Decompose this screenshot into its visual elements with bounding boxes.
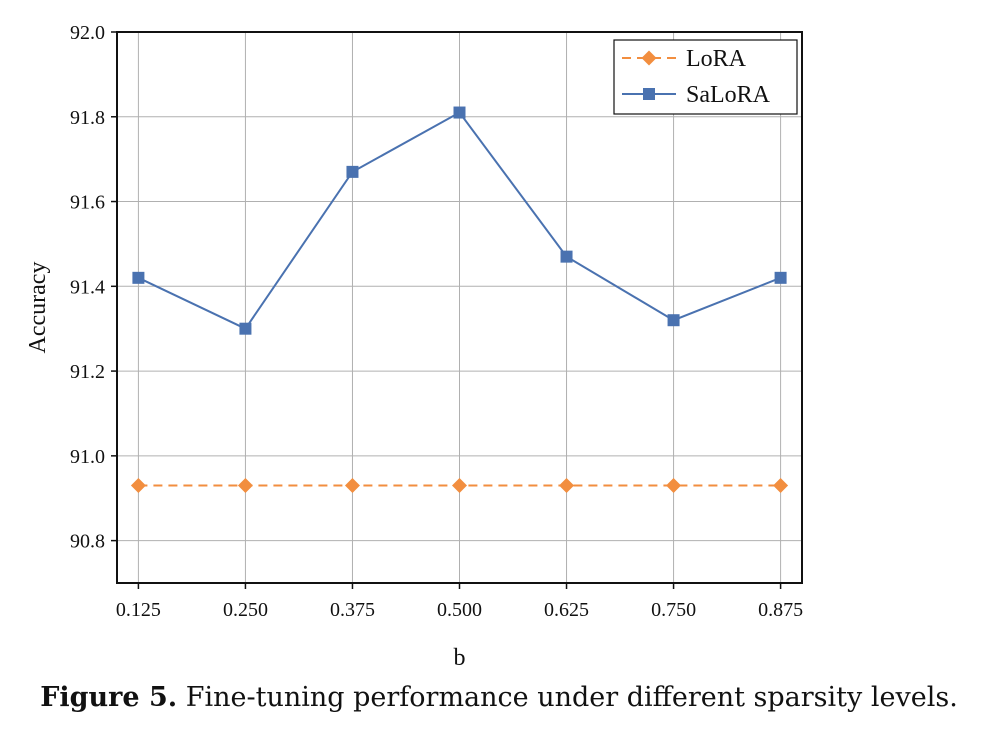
x-tick-label: 0.500 bbox=[437, 599, 482, 621]
legend: LoRA SaLoRA bbox=[613, 39, 798, 115]
lora-point bbox=[773, 478, 789, 494]
legend-salora-marker bbox=[643, 88, 655, 100]
x-tick-label: 0.375 bbox=[330, 599, 375, 621]
salora-point bbox=[667, 314, 680, 327]
lora-point bbox=[130, 478, 146, 494]
caption-label: Figure 5. bbox=[40, 682, 178, 713]
x-tick-label: 0.250 bbox=[223, 599, 268, 621]
axis-ticks: 0.125 0.250 0.375 0.500 0.625 0.750 0.875 90.8 9… bbox=[70, 22, 803, 621]
x-tick-label: 0.125 bbox=[116, 599, 161, 621]
legend-salora-label: SaLoRA bbox=[686, 82, 771, 108]
salora-point bbox=[560, 250, 573, 263]
caption-text: Fine-tuning performance under different … bbox=[177, 682, 958, 713]
lora-point bbox=[237, 478, 253, 494]
salora-point bbox=[132, 271, 145, 284]
x-axis-label: b bbox=[454, 645, 466, 671]
figure-caption: Figure 5. Fine-tuning performance under … bbox=[0, 682, 998, 713]
y-tick-label: 91.0 bbox=[70, 446, 105, 468]
series-layer bbox=[130, 106, 789, 494]
legend-lora-label: LoRA bbox=[686, 46, 747, 72]
salora-point bbox=[453, 106, 466, 119]
x-tick-label: 0.750 bbox=[651, 599, 696, 621]
y-tick-label: 91.8 bbox=[70, 107, 105, 129]
y-axis-label: Accuracy bbox=[25, 262, 51, 354]
x-tick-label: 0.875 bbox=[758, 599, 803, 621]
lora-point bbox=[452, 478, 467, 494]
y-tick-label: 91.6 bbox=[70, 192, 105, 214]
lora-point bbox=[344, 478, 360, 494]
salora-point bbox=[239, 322, 252, 335]
y-tick-label: 91.4 bbox=[70, 276, 105, 298]
salora-point bbox=[774, 271, 787, 284]
y-tick-label: 92.0 bbox=[70, 22, 105, 44]
line-chart: 0.125 0.250 0.375 0.500 0.625 0.750 0.875 90.8 9… bbox=[25, 22, 803, 671]
legend-lora-marker bbox=[641, 50, 657, 66]
lora-point bbox=[559, 478, 575, 494]
y-tick-label: 91.2 bbox=[70, 361, 105, 383]
x-tick-label: 0.625 bbox=[544, 599, 589, 621]
legend-box bbox=[613, 39, 798, 115]
salora-point bbox=[346, 165, 359, 178]
y-tick-label: 90.8 bbox=[70, 531, 105, 553]
lora-point bbox=[666, 478, 682, 494]
